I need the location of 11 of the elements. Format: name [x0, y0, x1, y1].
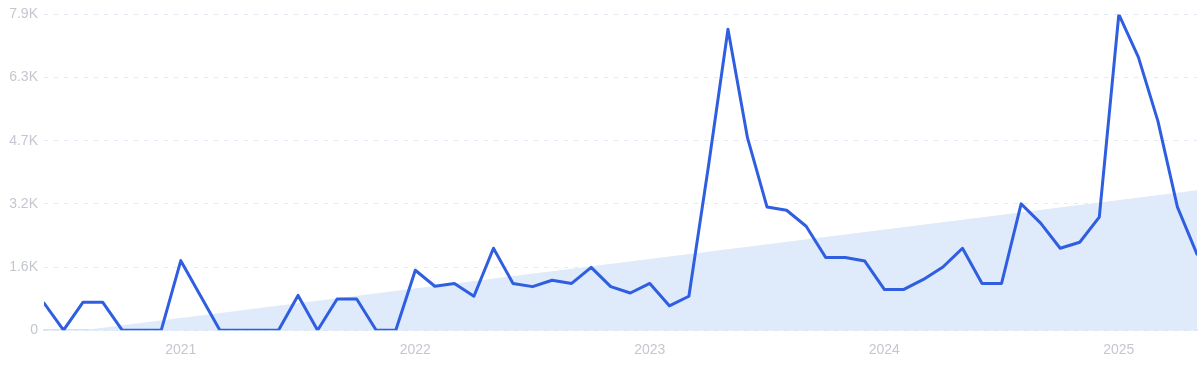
x-tick-label: 2023 [634, 341, 666, 358]
x-tick-label: 2022 [399, 341, 432, 358]
x-tick-label: 2024 [868, 341, 901, 358]
x-tick-label: 2025 [1103, 341, 1135, 358]
x-tick-label: 2021 [165, 341, 197, 358]
y-tick-label: 3.2K [9, 194, 39, 211]
y-tick-label: 6.3K [9, 68, 39, 85]
y-tick-label: 7.9K [9, 5, 39, 22]
y-tick-label: 1.6K [9, 257, 39, 274]
y-tick-label: 4.7K [9, 131, 39, 148]
y-tick-label: 0 [30, 321, 39, 338]
